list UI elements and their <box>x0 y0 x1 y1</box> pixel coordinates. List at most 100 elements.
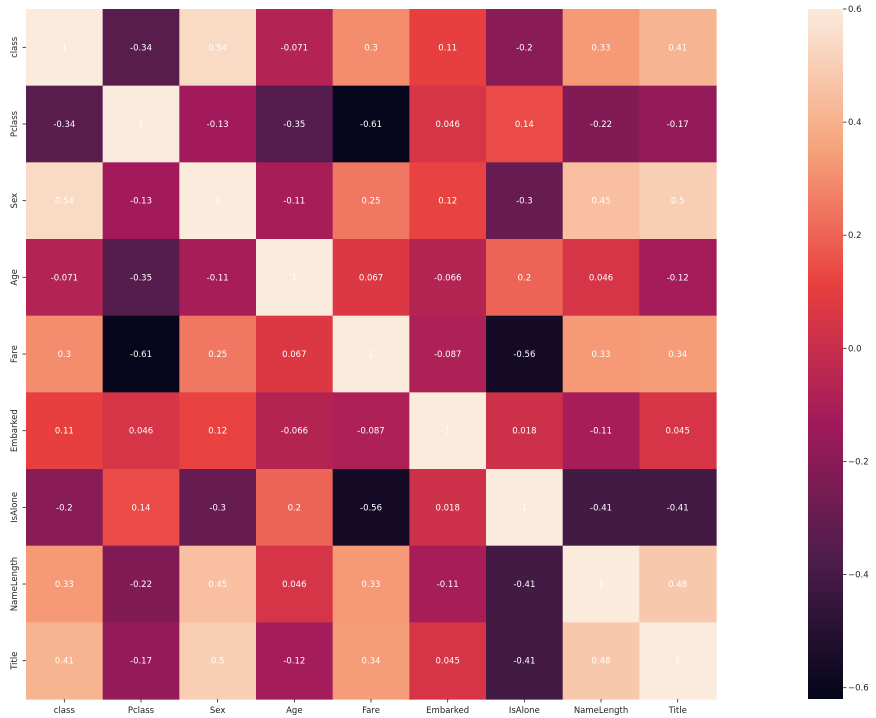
colorbar: 0.6 0.4 0.2 0.0 −0.2 −0.4 −0.6 <box>808 5 869 699</box>
cell-annotation: -0.41 <box>513 657 535 667</box>
cell-annotation: -0.17 <box>130 657 152 667</box>
cell-annotation: -0.066 <box>281 427 308 437</box>
cell-annotation: 1 <box>445 427 450 437</box>
heatmap-cell-1-3 <box>256 85 334 163</box>
cell-annotation: -0.41 <box>667 503 689 513</box>
cell-annotation: 0.33 <box>592 350 611 360</box>
x-tick-label-isalone: IsAlone <box>509 706 540 716</box>
heatmap-cell-3-3 <box>256 239 334 317</box>
heatmap-cell-0-2 <box>179 9 257 87</box>
heatmap-cell-2-3 <box>256 162 334 240</box>
heatmap-cell-0-1 <box>102 9 180 87</box>
heatmap-cell-5-8 <box>639 392 717 470</box>
cell-annotation: -0.3 <box>516 197 533 207</box>
heatmap-cell-7-0 <box>26 545 104 623</box>
heatmap-cell-8-3 <box>256 622 334 700</box>
cell-annotation: 0.067 <box>282 350 306 360</box>
heatmap-cell-1-5 <box>409 85 487 163</box>
cell-annotation: -0.2 <box>56 503 73 513</box>
colorbar-tick-label: 0.4 <box>848 118 862 128</box>
colorbar-tick-label: 0.2 <box>848 231 862 241</box>
heatmap-cell-7-8 <box>639 545 717 623</box>
cell-annotation: -0.17 <box>667 120 689 130</box>
colorbar-gradient <box>808 9 843 699</box>
heatmap-cell-3-4 <box>332 239 410 317</box>
cell-annotation: 0.34 <box>668 350 687 360</box>
heatmap-cell-7-2 <box>179 545 257 623</box>
y-tick-labels: class Pclass Sex Age Fare Embarked IsAlone Name… <box>10 36 26 671</box>
cell-annotation: -0.35 <box>283 120 305 130</box>
heatmap-cell-5-1 <box>102 392 180 470</box>
colorbar-tick-label: −0.4 <box>848 571 869 581</box>
heatmap-cell-8-4 <box>332 622 410 700</box>
heatmap-cell-0-0 <box>26 9 104 87</box>
heatmap-cell-6-7 <box>562 469 640 547</box>
cell-annotation: 0.25 <box>362 197 381 207</box>
cell-annotation: 0.14 <box>515 120 534 130</box>
cell-annotation: 0.046 <box>589 273 613 283</box>
heatmap-cell-2-1 <box>102 162 180 240</box>
heatmap-cell-8-2 <box>179 622 257 700</box>
cell-annotation: 0.5 <box>671 197 685 207</box>
heatmap-cell-1-7 <box>562 85 640 163</box>
cell-annotation: -0.13 <box>130 197 152 207</box>
heatmap-cell-6-1 <box>102 469 180 547</box>
cell-annotation: -0.11 <box>207 273 229 283</box>
heatmap-cell-5-3 <box>256 392 334 470</box>
heatmap-cell-0-7 <box>562 9 640 87</box>
heatmap-cell-0-6 <box>486 9 564 87</box>
x-tick-label-age: Age <box>286 706 302 716</box>
heatmap-cell-4-3 <box>256 315 334 393</box>
cell-annotation: 0.12 <box>438 197 457 207</box>
x-tick-label-class: class <box>54 706 76 716</box>
heatmap-cell-4-2 <box>179 315 257 393</box>
heatmap-cell-6-8 <box>639 469 717 547</box>
heatmap-cell-2-6 <box>486 162 564 240</box>
heatmap-cell-3-7 <box>562 239 640 317</box>
cell-annotation: 0.45 <box>208 580 227 590</box>
y-tick-label-pclass: Pclass <box>10 110 20 137</box>
y-tick-label-embarked: Embarked <box>10 409 20 452</box>
cell-annotation: -0.2 <box>516 43 533 53</box>
cell-annotation: 0.33 <box>592 43 611 53</box>
heatmap-cell-7-6 <box>486 545 564 623</box>
cell-annotation: 0.045 <box>666 427 690 437</box>
cell-annotation: -0.071 <box>281 43 308 53</box>
heatmap-cell-3-8 <box>639 239 717 317</box>
cell-annotation: 0.11 <box>55 427 74 437</box>
cell-annotation: 0.018 <box>436 503 460 513</box>
cell-annotation: -0.22 <box>130 580 152 590</box>
y-tick-label-title: Title <box>10 652 20 671</box>
cell-annotation: -0.61 <box>130 350 152 360</box>
heatmap-cell-4-1 <box>102 315 180 393</box>
cell-annotation: 0.48 <box>668 580 687 590</box>
cell-annotations: 1 -0.34 0.54 -0.071 0.3 0.11 -0.2 0.33 0.41 -0.34… <box>51 43 690 666</box>
cell-annotation: 1 <box>138 120 143 130</box>
heatmap-cell-1-1 <box>102 85 180 163</box>
y-tick-label-fare: Fare <box>10 345 20 363</box>
cell-annotation: 0.48 <box>592 657 611 667</box>
heatmap-cell-3-1 <box>102 239 180 317</box>
cell-annotation: -0.3 <box>209 503 226 513</box>
heatmap-cell-4-8 <box>639 315 717 393</box>
cell-annotation: 0.14 <box>132 503 151 513</box>
cell-annotation: 0.54 <box>208 43 227 53</box>
cell-annotation: -0.22 <box>590 120 612 130</box>
heatmap-cell-8-8 <box>639 622 717 700</box>
cell-annotation: 0.067 <box>359 273 383 283</box>
heatmap-cell-5-0 <box>26 392 104 470</box>
colorbar-tick-label: 0.6 <box>848 5 862 15</box>
heatmap-cell-5-5 <box>409 392 487 470</box>
x-tick-labels: class Pclass Sex Age Fare Embarked IsAlone Name… <box>54 699 687 716</box>
cell-annotation: -0.13 <box>207 120 229 130</box>
heatmap-cell-5-2 <box>179 392 257 470</box>
cell-annotation: 0.12 <box>208 427 227 437</box>
cell-annotation: 0.25 <box>208 350 227 360</box>
cell-annotation: 0.11 <box>438 43 457 53</box>
cell-annotation: -0.11 <box>283 197 305 207</box>
heatmap-cell-8-1 <box>102 622 180 700</box>
heatmap-cell-6-5 <box>409 469 487 547</box>
heatmap-cell-7-4 <box>332 545 410 623</box>
cell-annotation: 0.046 <box>129 427 153 437</box>
